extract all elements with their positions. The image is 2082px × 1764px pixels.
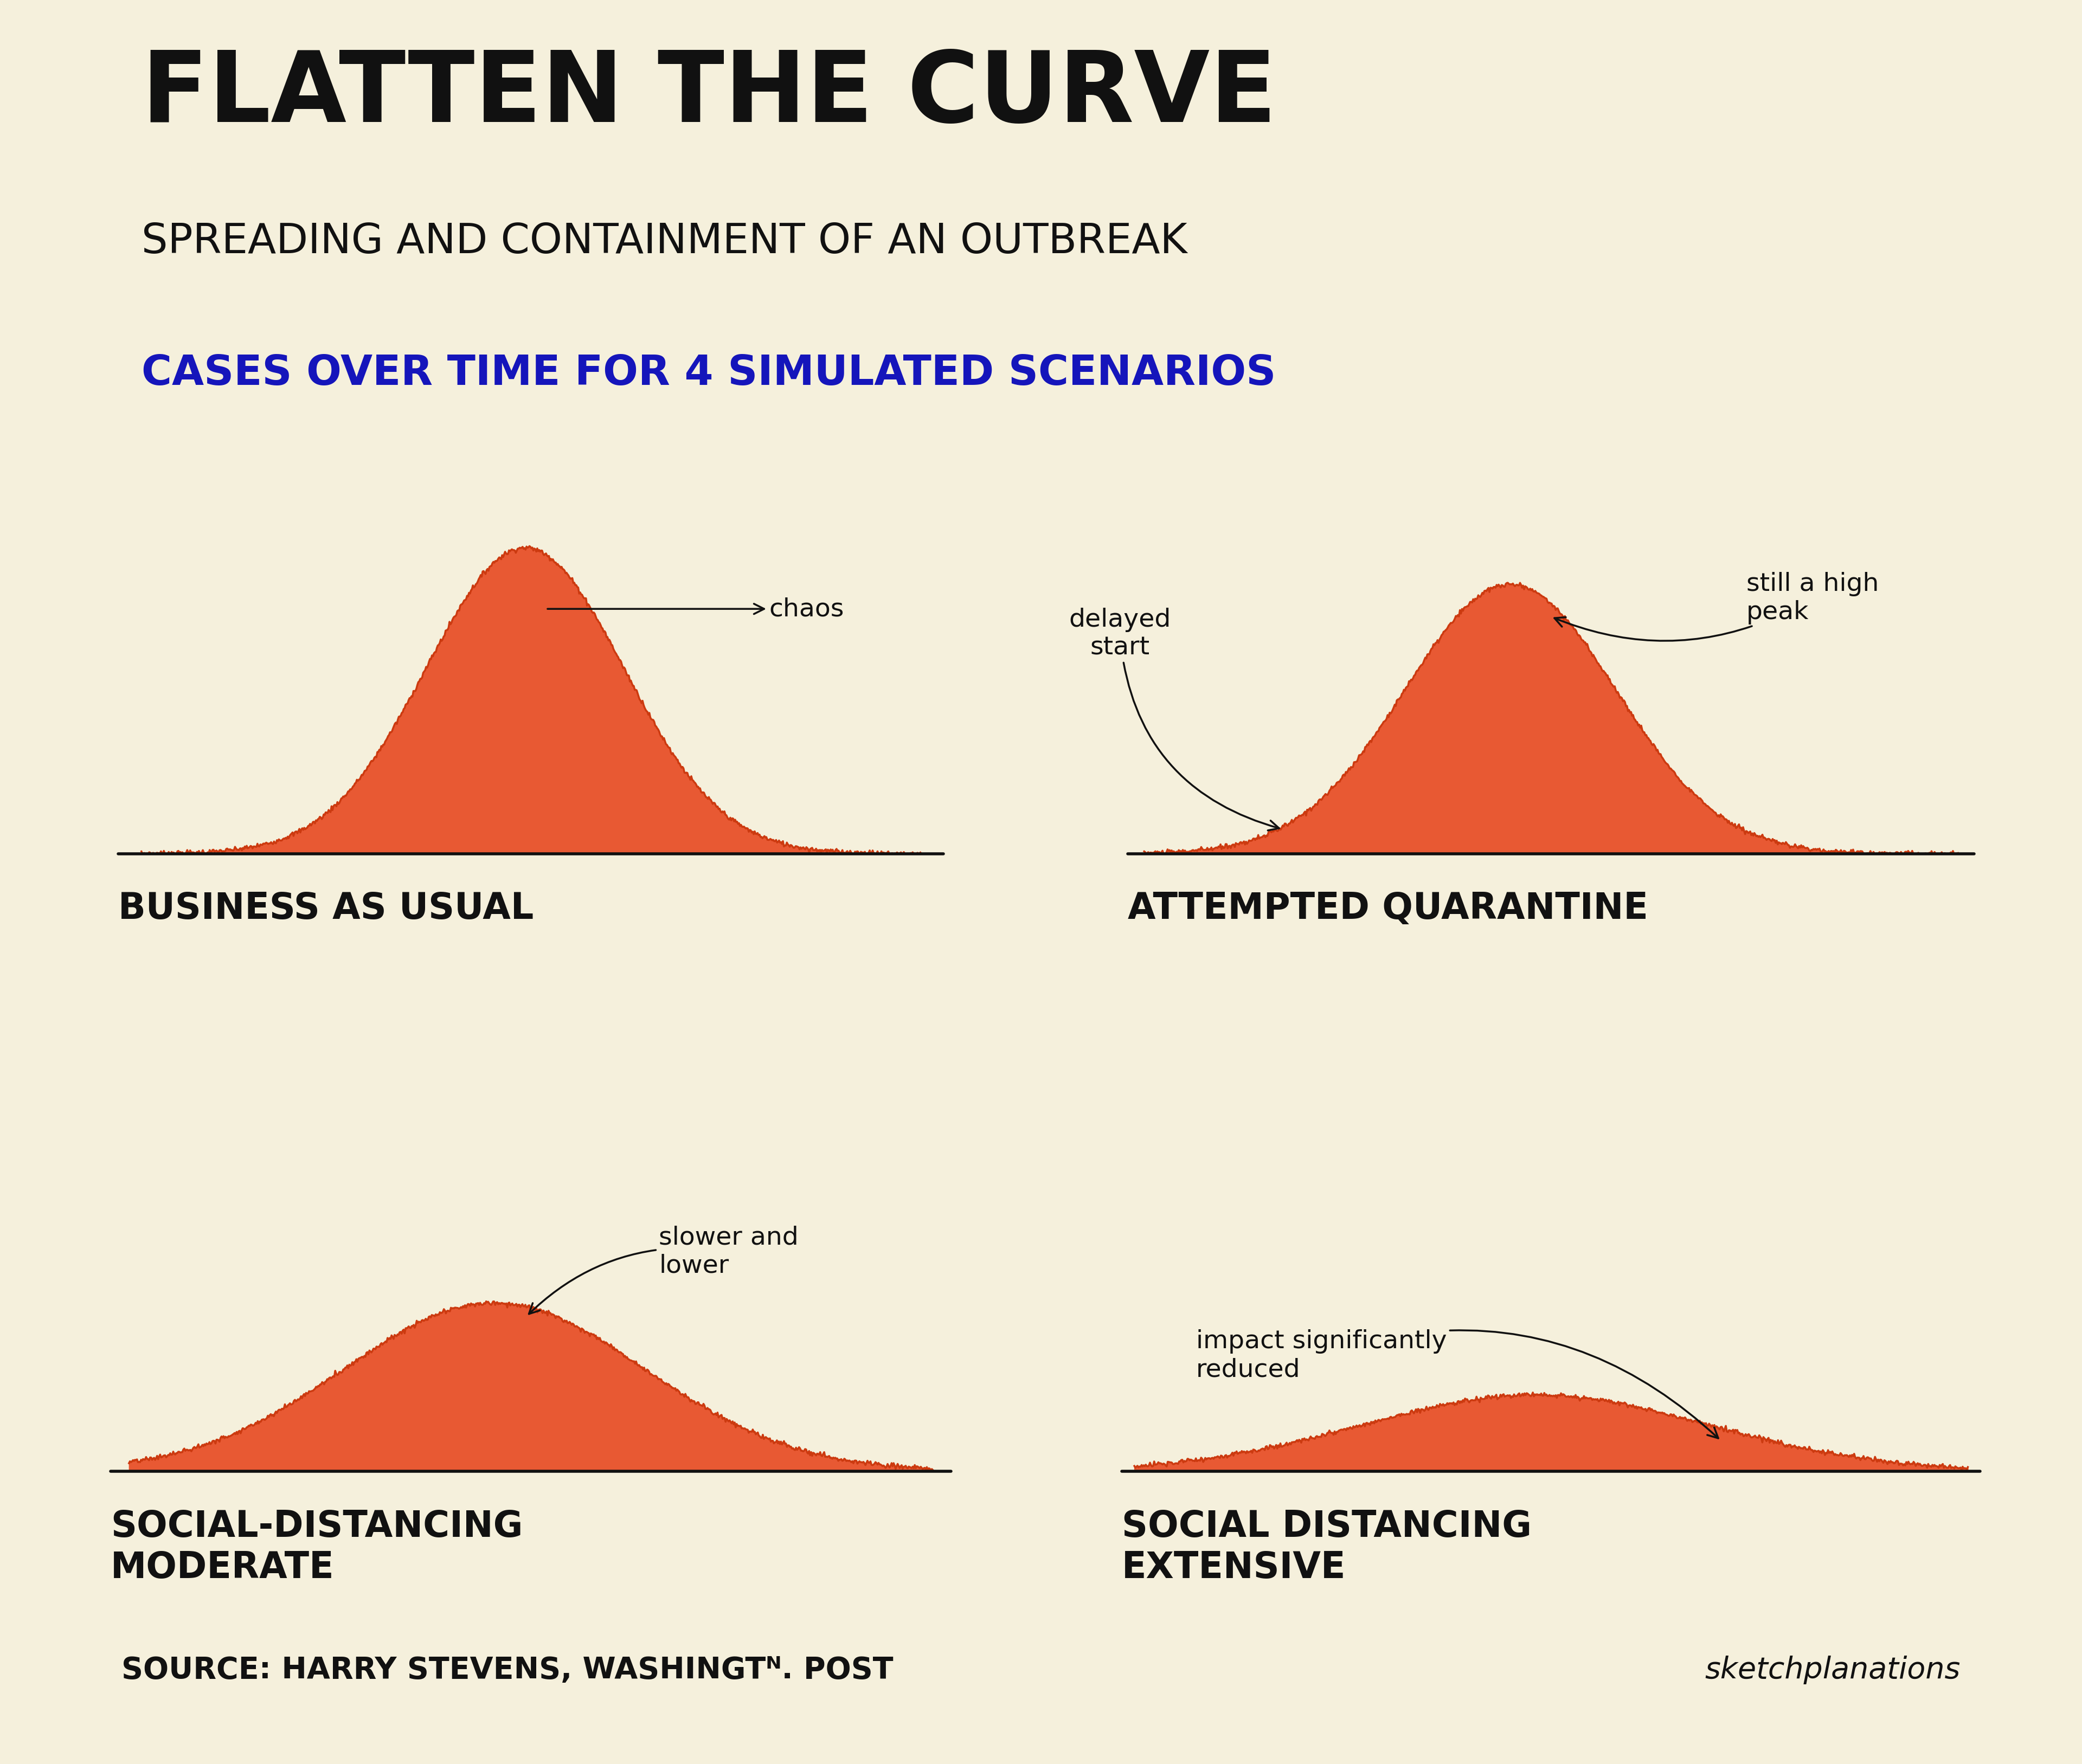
Text: chaos: chaos bbox=[548, 596, 845, 621]
Text: FLATTEN THE CURVE: FLATTEN THE CURVE bbox=[142, 48, 1276, 143]
Text: ATTEMPTED QUARANTINE: ATTEMPTED QUARANTINE bbox=[1128, 891, 1649, 926]
Text: SOCIAL DISTANCING
EXTENSIVE: SOCIAL DISTANCING EXTENSIVE bbox=[1122, 1508, 1532, 1586]
Text: sketchplanations: sketchplanations bbox=[1705, 1655, 1961, 1685]
Text: SPREADING AND CONTAINMENT OF AN OUTBREAK: SPREADING AND CONTAINMENT OF AN OUTBREAK bbox=[142, 222, 1187, 261]
Text: still a high
peak: still a high peak bbox=[1555, 572, 1878, 640]
Text: SOCIAL-DISTANCING
MODERATE: SOCIAL-DISTANCING MODERATE bbox=[110, 1508, 523, 1586]
Text: delayed
start: delayed start bbox=[1068, 607, 1278, 831]
Text: BUSINESS AS USUAL: BUSINESS AS USUAL bbox=[119, 891, 533, 926]
Text: slower and
lower: slower and lower bbox=[529, 1224, 799, 1314]
Text: CASES OVER TIME FOR 4 SIMULATED SCENARIOS: CASES OVER TIME FOR 4 SIMULATED SCENARIO… bbox=[142, 353, 1276, 393]
Text: SOURCE: HARRY STEVENS, WASHINGTᴺ. POST: SOURCE: HARRY STEVENS, WASHINGTᴺ. POST bbox=[121, 1655, 893, 1685]
Text: impact significantly
reduced: impact significantly reduced bbox=[1195, 1328, 1718, 1438]
